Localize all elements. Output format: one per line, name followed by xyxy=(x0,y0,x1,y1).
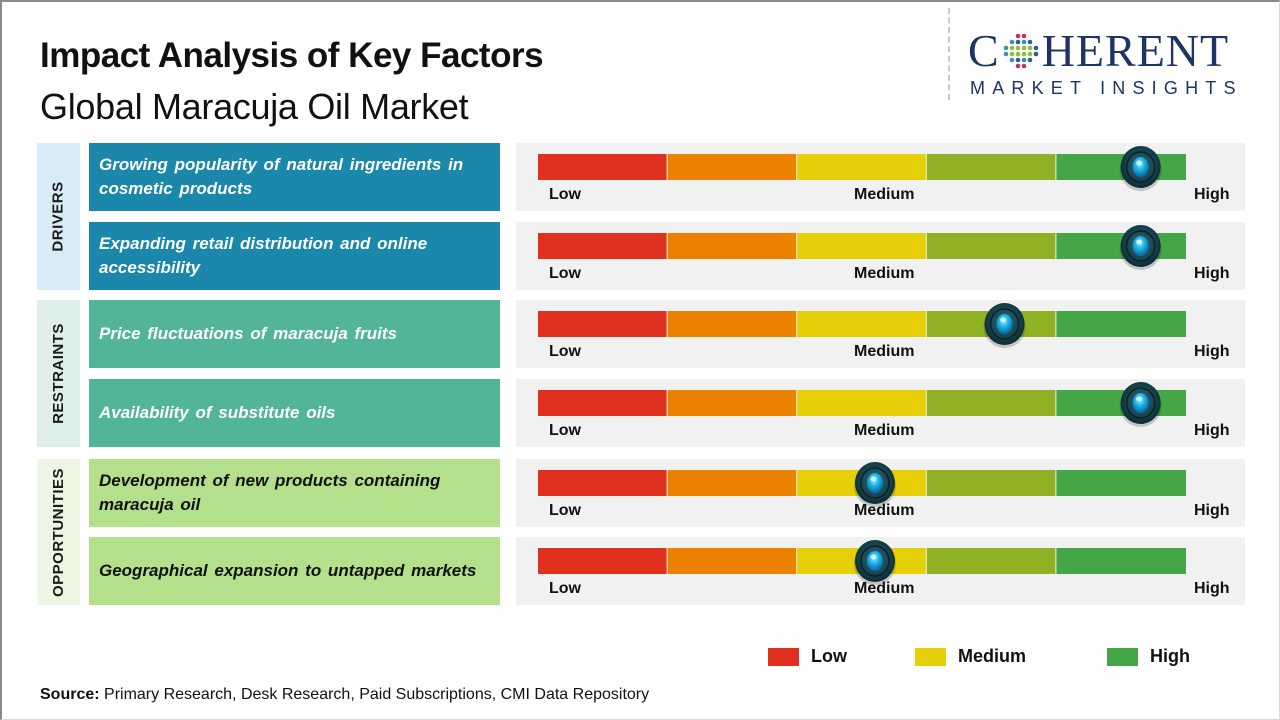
gauge-row: Low Medium High xyxy=(516,537,1245,605)
gauge-segment xyxy=(538,470,667,496)
gauge-tick-label-high: High xyxy=(1194,422,1230,439)
category-opportunities: OPPORTUNITIES xyxy=(37,459,80,605)
gauge-row: Low Medium High xyxy=(516,459,1245,527)
gauge-segment xyxy=(797,154,926,180)
gauge-segment xyxy=(667,390,797,416)
gauge-segment xyxy=(667,470,797,496)
category-restraints: RESTRAINTS xyxy=(37,300,80,447)
category-restraints-label: RESTRAINTS xyxy=(50,323,67,424)
gauge-tick-label-high: High xyxy=(1194,580,1230,597)
gauge-segment xyxy=(538,390,667,416)
gauge-segment xyxy=(797,390,926,416)
gauge-tick-label-high: High xyxy=(1194,343,1230,360)
gauge-bar xyxy=(538,146,1186,191)
gauge-tick-label-medium: Medium xyxy=(854,502,915,519)
gauge-segment xyxy=(797,233,926,259)
impact-marker xyxy=(853,462,896,507)
logo-suffix: HERENT xyxy=(1041,25,1230,76)
gauge-tick-label-medium: Medium xyxy=(854,265,915,282)
gauge-segment xyxy=(538,233,667,259)
impact-marker xyxy=(1119,146,1162,191)
gauge-tick-label-medium: Medium xyxy=(854,580,915,597)
impact-marker xyxy=(853,540,896,585)
gauge-tick-label-low: Low xyxy=(549,502,581,519)
logo-prefix: C xyxy=(968,25,1000,76)
source-text: Primary Research, Desk Research, Paid Su… xyxy=(99,686,650,703)
gauge-tick-label-low: Low xyxy=(549,343,581,360)
gauge-bar xyxy=(538,225,1186,270)
gauge-tick-label-high: High xyxy=(1194,186,1230,203)
gauge-tick-label-low: Low xyxy=(549,186,581,203)
category-drivers: DRIVERS xyxy=(37,143,80,290)
factor-label: Price fluctuations of maracuja fruits xyxy=(89,300,500,368)
gauge-bar xyxy=(538,303,1186,348)
gauge-segment xyxy=(797,311,926,337)
logo-wordmark: C HERENT xyxy=(968,28,1263,74)
page-title: Impact Analysis of Key Factors xyxy=(40,36,544,75)
gauge-segment xyxy=(926,233,1056,259)
legend-item-medium: Medium xyxy=(915,646,1026,667)
gauge-segment xyxy=(926,154,1056,180)
legend-item-low: Low xyxy=(768,646,847,667)
gauge-row: Low Medium High xyxy=(516,143,1245,211)
gauge-tick-label-medium: Medium xyxy=(854,186,915,203)
legend-swatch-low xyxy=(768,647,799,666)
factor-label: Growing popularity of natural ingredient… xyxy=(89,143,500,211)
legend-label-high: High xyxy=(1150,646,1190,666)
gauge-segment xyxy=(667,311,797,337)
gauge-segment xyxy=(926,390,1056,416)
gauge-row: Low Medium High xyxy=(516,222,1245,290)
gauge-tick-label-medium: Medium xyxy=(854,422,915,439)
impact-marker xyxy=(1119,382,1162,427)
factor-label: Expanding retail distribution and online… xyxy=(89,222,500,290)
legend-swatch-medium xyxy=(915,647,946,666)
page-subtitle: Global Maracuja Oil Market xyxy=(40,86,469,127)
legend-item-high: High xyxy=(1107,646,1190,667)
gauge-tick-label-high: High xyxy=(1194,265,1230,282)
gauge-segment xyxy=(667,154,797,180)
source-note: Source: Primary Research, Desk Research,… xyxy=(40,686,649,704)
gauge-tick-label-low: Low xyxy=(549,580,581,597)
globe-icon xyxy=(1003,33,1038,69)
factor-label: Geographical expansion to untapped marke… xyxy=(89,537,500,605)
legend-label-low: Low xyxy=(811,646,847,666)
gauge-segment xyxy=(926,548,1056,574)
gauge-segment xyxy=(538,311,667,337)
legend-swatch-high xyxy=(1107,647,1138,666)
gauge-tick-label-medium: Medium xyxy=(854,343,915,360)
gauge-bar xyxy=(538,540,1186,585)
gauge-bar xyxy=(538,462,1186,507)
gauge-segment xyxy=(667,548,797,574)
gauge-tick-label-high: High xyxy=(1194,502,1230,519)
category-drivers-label: DRIVERS xyxy=(50,181,67,252)
legend-label-medium: Medium xyxy=(958,646,1027,666)
gauge-tick-label-low: Low xyxy=(549,422,581,439)
logo-tagline: MARKET INSIGHTS xyxy=(970,78,1243,98)
gauge-segment xyxy=(1056,311,1186,337)
gauge-segment xyxy=(667,233,797,259)
source-label: Source: xyxy=(40,686,100,703)
factor-label: Availability of substitute oils xyxy=(89,379,500,447)
logo-divider xyxy=(948,8,950,100)
gauge-tick-label-low: Low xyxy=(549,265,581,282)
gauge-row: Low Medium High xyxy=(516,300,1245,368)
gauge-segment xyxy=(1056,548,1186,574)
gauge-segment xyxy=(538,548,667,574)
gauge-segment xyxy=(1056,470,1186,496)
gauge-row: Low Medium High xyxy=(516,379,1245,447)
gauge-segment xyxy=(538,154,667,180)
company-logo: C HERENT MARKET INSIGHTS xyxy=(968,28,1263,99)
factor-label: Development of new products containing m… xyxy=(89,459,500,527)
gauge-segment xyxy=(926,470,1056,496)
category-opportunities-label: OPPORTUNITIES xyxy=(50,467,68,597)
impact-marker xyxy=(983,303,1026,348)
impact-marker xyxy=(1119,225,1162,270)
gauge-bar xyxy=(538,382,1186,427)
